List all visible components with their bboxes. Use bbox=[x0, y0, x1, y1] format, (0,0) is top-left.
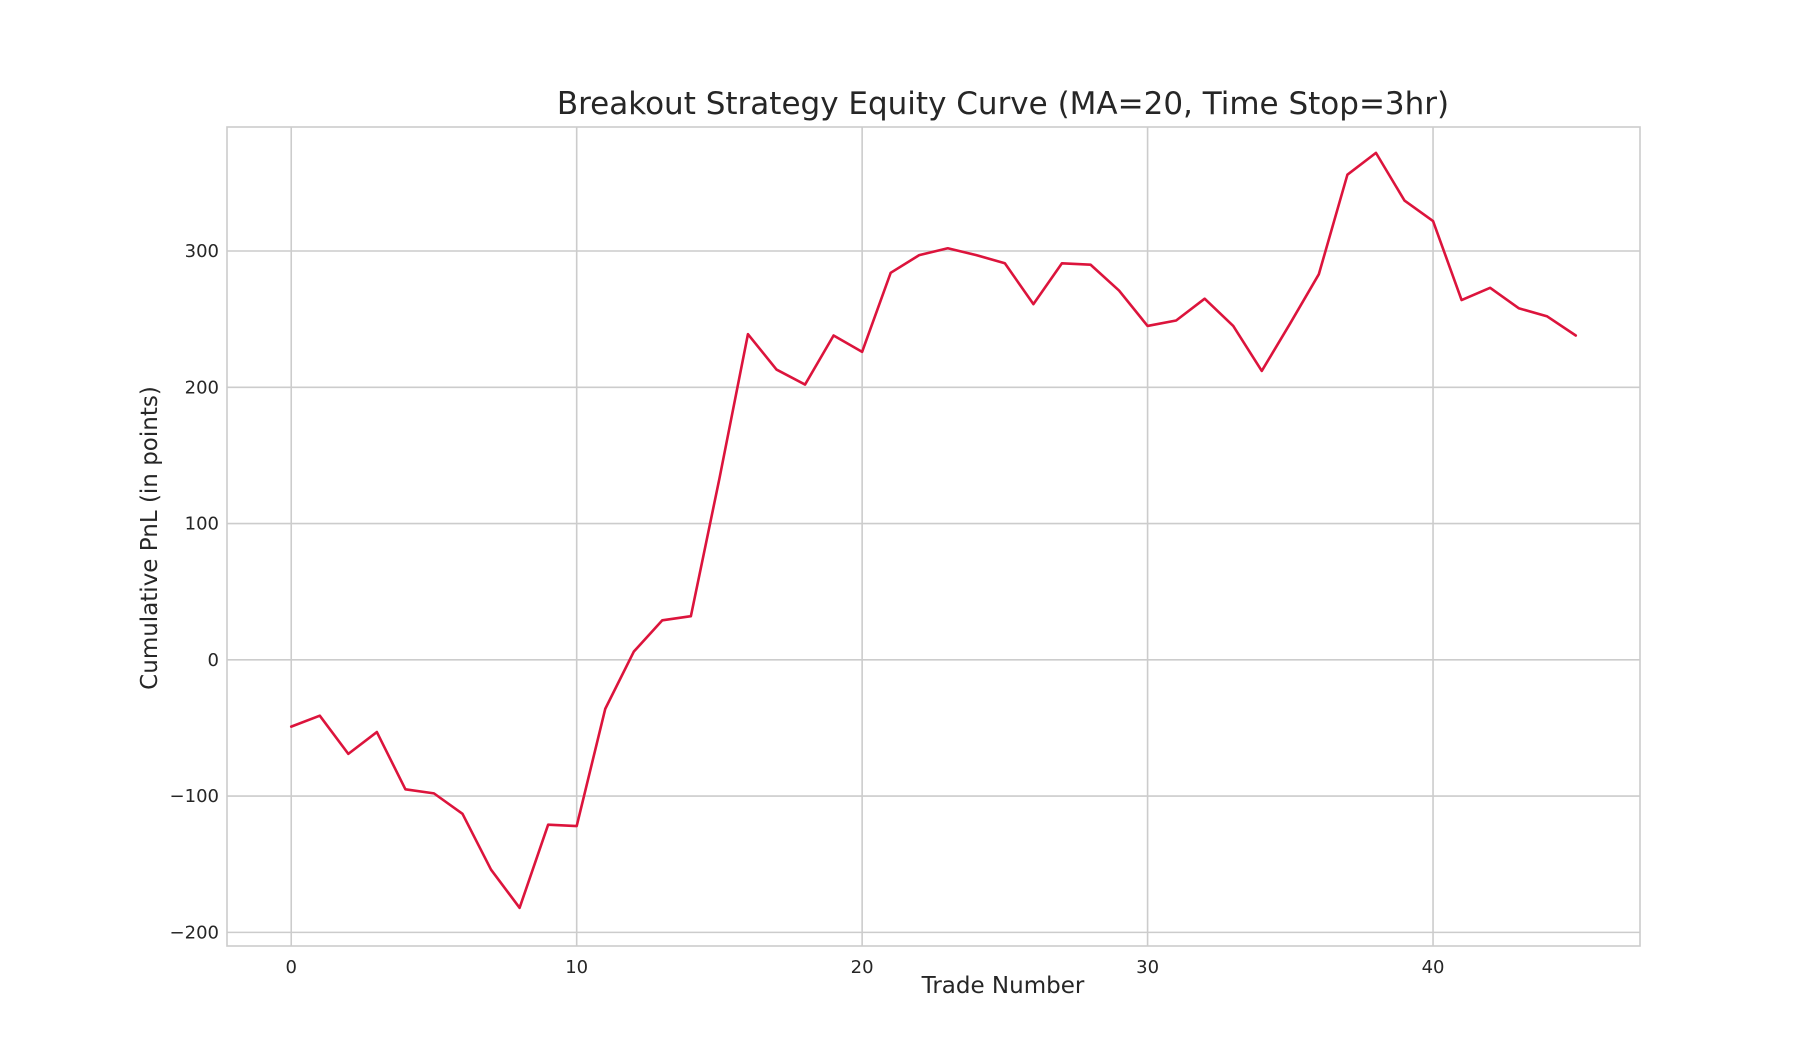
x-tick-label: 30 bbox=[1136, 957, 1159, 978]
y-tick-label: 100 bbox=[185, 514, 219, 535]
plot-frame bbox=[226, 126, 1641, 947]
equity-line bbox=[289, 151, 1578, 910]
y-grid bbox=[227, 250, 1640, 934]
y-tick-label: 200 bbox=[185, 377, 219, 398]
x-tick-label: 10 bbox=[565, 957, 588, 978]
y-tick-labels: −200 −100 0 100 200 300 bbox=[170, 241, 219, 943]
chart-title: Breakout Strategy Equity Curve (MA=20, T… bbox=[557, 86, 1449, 122]
y-tick-label: 0 bbox=[208, 650, 219, 671]
y-tick-label: −100 bbox=[170, 786, 219, 807]
y-tick-label: −200 bbox=[170, 922, 219, 943]
x-tick-label: 40 bbox=[1422, 957, 1445, 978]
x-grid bbox=[290, 127, 1434, 946]
y-tick-label: 300 bbox=[185, 241, 219, 262]
x-tick-label: 20 bbox=[851, 957, 874, 978]
x-axis-label: Trade Number bbox=[921, 973, 1085, 999]
x-tick-label: 0 bbox=[286, 957, 297, 978]
y-axis-label: Cumulative PnL (in points) bbox=[137, 386, 163, 690]
x-tick-labels: 0 10 20 30 40 bbox=[286, 957, 1445, 978]
